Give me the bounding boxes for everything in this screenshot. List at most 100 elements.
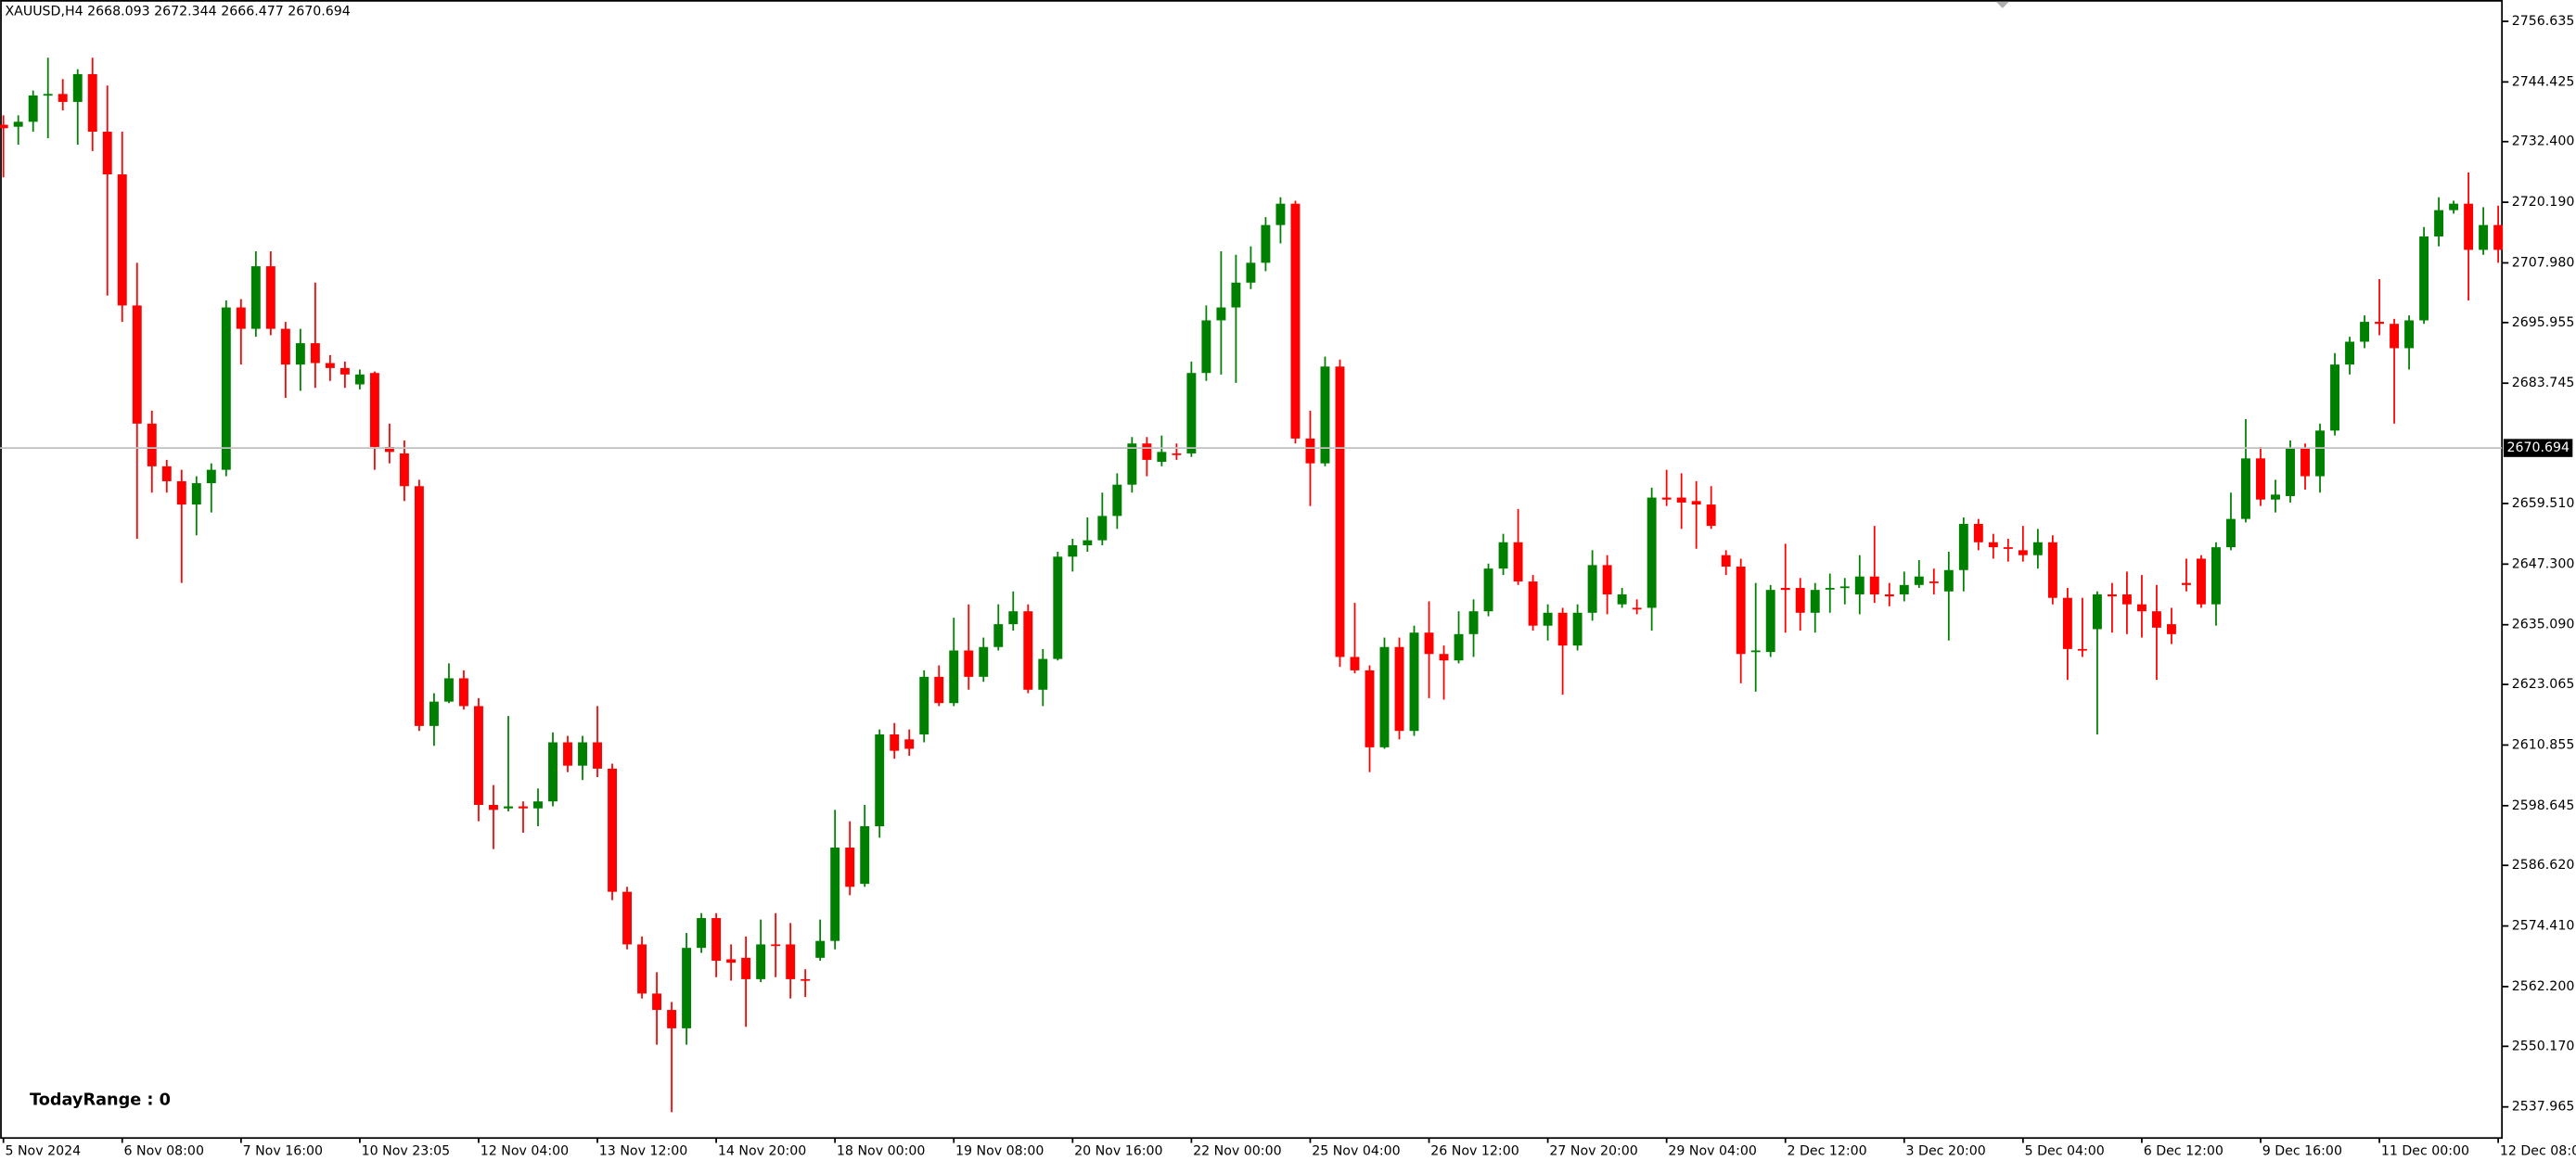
candle-body (2271, 494, 2280, 500)
candle-body (1127, 443, 1137, 485)
candle-body (1186, 373, 1197, 453)
candle-body (2464, 203, 2474, 250)
candle-body (221, 307, 231, 470)
y-tick-label: 2550.170 (2512, 1039, 2575, 1053)
candle-body (2077, 648, 2087, 651)
candle-body (845, 848, 855, 887)
candle-body (2300, 448, 2310, 477)
candle-body (2434, 210, 2444, 236)
candle-body (161, 466, 172, 481)
candle-body (1439, 654, 1449, 661)
candle-body (756, 944, 766, 979)
y-tick-label: 2647.300 (2512, 556, 2575, 571)
candle-body (1557, 612, 1568, 646)
x-tick-label: 12 Nov 04:00 (481, 1143, 569, 1158)
candle-body (2092, 593, 2102, 630)
candle-body (1379, 646, 1390, 747)
candle-body (711, 918, 722, 962)
candle-body (637, 944, 647, 994)
candle-body (206, 469, 216, 484)
candle-body (934, 676, 944, 704)
candle-body (1053, 556, 1063, 659)
candle-body (117, 174, 127, 306)
candle-body (504, 806, 513, 809)
candle-body (1172, 453, 1182, 455)
candle-body (443, 678, 454, 702)
x-tick-label: 14 Nov 20:00 (718, 1143, 806, 1158)
candle-body (176, 480, 186, 505)
candle-body (295, 343, 305, 365)
candle-body (474, 706, 483, 805)
candle-body (1424, 632, 1434, 655)
candle-body (13, 121, 23, 127)
x-tick-label: 27 Nov 20:00 (1549, 1143, 1637, 1158)
candle-body (2226, 518, 2236, 548)
candle-body (1275, 203, 1286, 225)
candle-body (1157, 452, 1167, 463)
candle-body (1958, 523, 1968, 570)
candle-body (72, 73, 83, 102)
candle-body (1290, 203, 1301, 439)
candle-body (1394, 646, 1404, 732)
candle-body (1068, 544, 1078, 557)
candle-body (578, 742, 587, 766)
chart-title: XAUUSD,H4 2668.093 2672.344 2666.477 267… (5, 4, 350, 19)
candle-body (1691, 501, 1701, 505)
current-price-label: 2670.694 (2506, 440, 2570, 455)
candle-body (533, 801, 543, 809)
candle-body (1632, 607, 1642, 610)
candle-body (28, 95, 38, 122)
candle-body (2419, 236, 2429, 321)
candle-body (1943, 569, 1954, 592)
candle-body (875, 734, 885, 827)
x-tick-label: 2 Dec 12:00 (1787, 1143, 1866, 1158)
candle-body (1454, 633, 1464, 661)
candle-body (2107, 593, 2117, 597)
x-tick-label: 9 Dec 16:00 (2262, 1143, 2342, 1158)
x-tick-label: 20 Nov 16:00 (1074, 1143, 1162, 1158)
y-tick-label: 2756.635 (2512, 14, 2575, 29)
candle-body (2151, 611, 2161, 628)
y-tick-label: 2574.410 (2512, 919, 2575, 934)
candle-body (904, 739, 915, 749)
candle-body (1647, 497, 1657, 608)
candle-body (250, 266, 261, 329)
candle-body (1097, 516, 1108, 541)
candle-body (2241, 458, 2250, 519)
candle-body (87, 73, 97, 133)
candle-body (414, 486, 424, 726)
candle-body (132, 305, 142, 424)
candle-body (801, 978, 811, 981)
candle-body (369, 373, 379, 447)
candle-body (1572, 612, 1583, 646)
candle-body (1216, 307, 1226, 321)
candle-body (726, 959, 737, 963)
plot-frame (0, 0, 2504, 1140)
candle-body (1543, 612, 1553, 626)
candle-body (2330, 364, 2339, 431)
candle-body (1528, 581, 1538, 626)
candle-body (1483, 568, 1493, 612)
y-tick-label: 2695.955 (2512, 315, 2575, 330)
candle-body (2196, 558, 2206, 605)
candle-body (2286, 448, 2295, 496)
candle-body (1083, 540, 1093, 545)
candle-body (1795, 588, 1805, 613)
candle-body (1305, 438, 1315, 464)
candle-body (2032, 542, 2043, 555)
candle-body (1231, 282, 1241, 308)
x-tick-label: 13 Nov 12:00 (599, 1143, 687, 1158)
annotation: TodayRange : 0 (30, 1091, 171, 1109)
x-tick-label: 11 Dec 00:00 (2381, 1143, 2469, 1158)
x-tick-label: 12 Dec 08:00 (2500, 1143, 2576, 1158)
candle-body (2003, 547, 2013, 549)
candle-body (682, 948, 692, 1028)
candle-body (2062, 597, 2072, 649)
candle-body (43, 94, 53, 96)
candle-body (1765, 590, 1775, 653)
candle-body (667, 1010, 677, 1028)
candle-body (622, 891, 633, 945)
candle-body (2449, 203, 2459, 211)
candle-body (830, 848, 840, 941)
